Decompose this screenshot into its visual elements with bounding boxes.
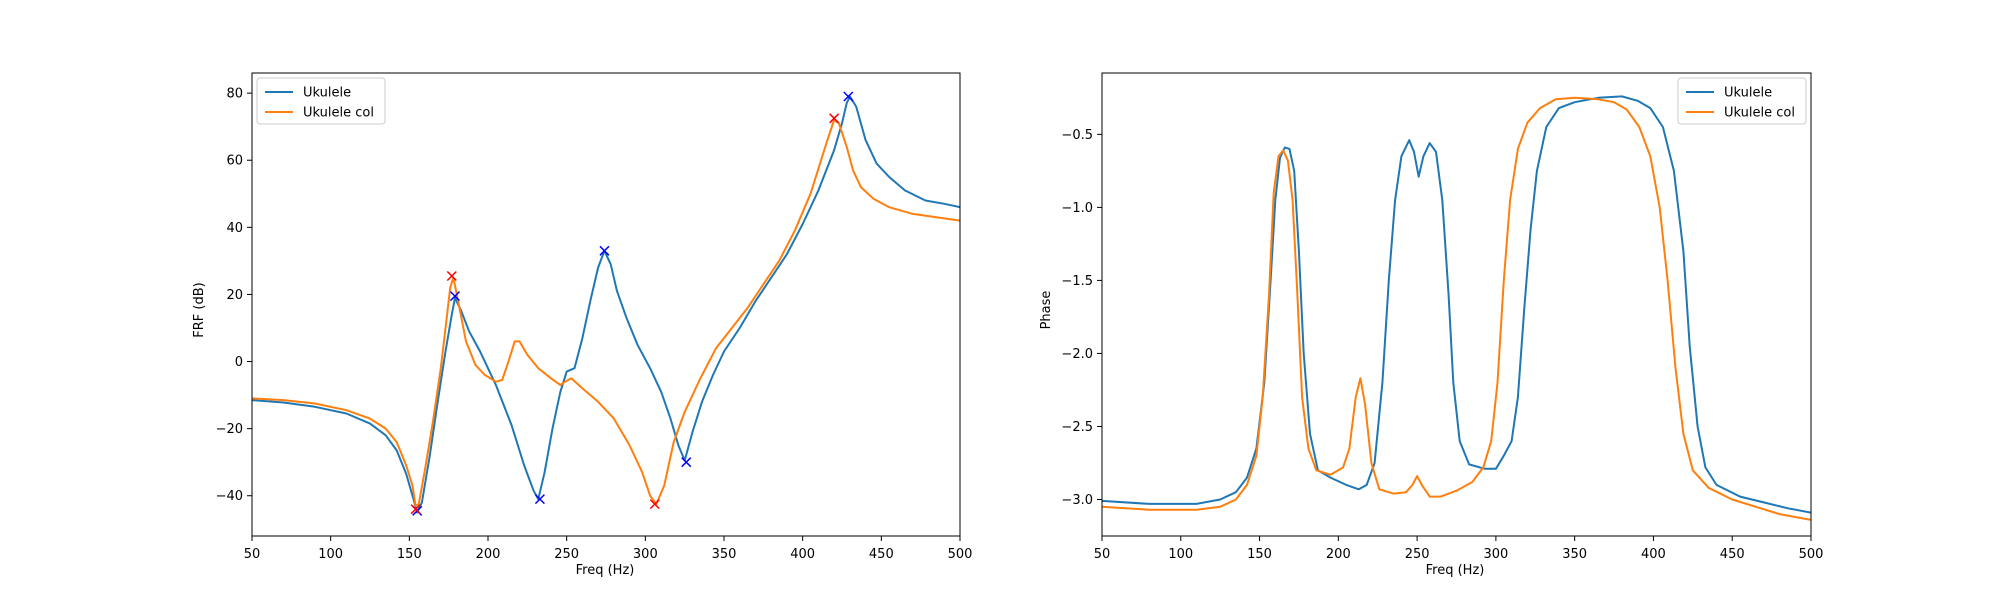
frf-y-tick-label: 40 [226, 221, 243, 236]
phase-axes-frame [1101, 72, 1812, 537]
frf-axes-frame [251, 72, 961, 537]
phase-y-tick-label: −1.0 [1061, 201, 1093, 216]
frf-x-tick-label: 450 [869, 547, 894, 562]
phase-y-tick-label: −2.0 [1061, 347, 1093, 362]
frf-peak-marker-5 [843, 91, 854, 102]
frf-x-tick-label: 300 [633, 547, 658, 562]
frf-peak-marker-2 [534, 494, 545, 505]
frf-y-tick-label: 80 [226, 87, 243, 102]
frf-plot-area [252, 91, 960, 516]
frf-x-tick-label: 200 [476, 547, 501, 562]
frf-chart: Freq (Hz) FRF (dB) 50 100 150 200 250 300 350 4… [192, 72, 973, 578]
phase-legend-label: Ukulele col [1724, 106, 1795, 121]
frf-y-tick-label: −40 [216, 489, 243, 504]
frf-x-tick-label: 500 [948, 547, 973, 562]
phase-legend: Ukulele Ukulele col [1677, 77, 1807, 125]
phase-x-tick-label: 500 [1799, 547, 1824, 562]
frf-x-tick-label: 50 [244, 547, 261, 562]
frf-y-tick-label: 0 [235, 355, 243, 370]
phase-x-tick-label: 400 [1641, 547, 1666, 562]
frf-peak-marker-6 [410, 504, 421, 515]
frf-x-tick-label: 100 [318, 547, 343, 562]
frf-series-line-ukulele-col [252, 119, 960, 507]
phase-x-tick-label: 350 [1562, 547, 1587, 562]
frf-peak-marker-7 [446, 270, 457, 282]
phase-x-axis-label: Freq (Hz) [1426, 563, 1485, 578]
phase-y-axis-label: Phase [1039, 291, 1054, 330]
frf-peak-marker-3 [599, 245, 610, 256]
frf-x-tick-label: 350 [712, 547, 737, 562]
phase-x-tick-label: 300 [1483, 547, 1508, 562]
phase-x-tick-label: 50 [1094, 547, 1111, 562]
frf-x-tick-label: 400 [790, 547, 815, 562]
frf-peak-marker-9 [829, 113, 840, 124]
phase-series-line-ukulele-col [1102, 96, 1811, 521]
frf-x-axis-label: Freq (Hz) [576, 563, 635, 578]
frf-peak-marker-1 [449, 291, 460, 302]
phase-x-tick-label: 450 [1720, 547, 1745, 562]
phase-y-tick-label: −2.5 [1061, 420, 1093, 435]
phase-plot-area [1102, 95, 1811, 521]
phase-y-tick-label: −0.5 [1061, 128, 1093, 143]
phase-chart: Freq (Hz) Phase 50 100 150 200 250 300 350 400 4… [1039, 72, 1824, 578]
phase-x-tick-label: 100 [1168, 547, 1193, 562]
phase-x-tick-label: 200 [1326, 547, 1351, 562]
phase-x-tick-label: 150 [1247, 547, 1272, 562]
phase-y-tick-label: −1.5 [1061, 274, 1093, 289]
frf-series-line-ukulele [252, 95, 960, 514]
frf-x-tick-label: 250 [554, 547, 579, 562]
frf-legend: Ukulele Ukulele col [256, 77, 386, 125]
frf-y-tick-label: 60 [226, 154, 243, 169]
frf-peak-marker-4 [681, 457, 692, 468]
frf-y-tick-label: −20 [216, 422, 243, 437]
frf-peak-marker-8 [649, 499, 660, 510]
frf-y-axis-label: FRF (dB) [192, 282, 207, 337]
phase-x-tick-label: 250 [1405, 547, 1430, 562]
frf-legend-label: Ukulele [303, 86, 351, 101]
phase-legend-label: Ukulele [1724, 86, 1772, 101]
frf-x-tick-label: 150 [397, 547, 422, 562]
phase-y-tick-label: −3.0 [1061, 493, 1093, 508]
frf-y-tick-label: 20 [226, 288, 243, 303]
frf-legend-label: Ukulele col [303, 106, 374, 121]
